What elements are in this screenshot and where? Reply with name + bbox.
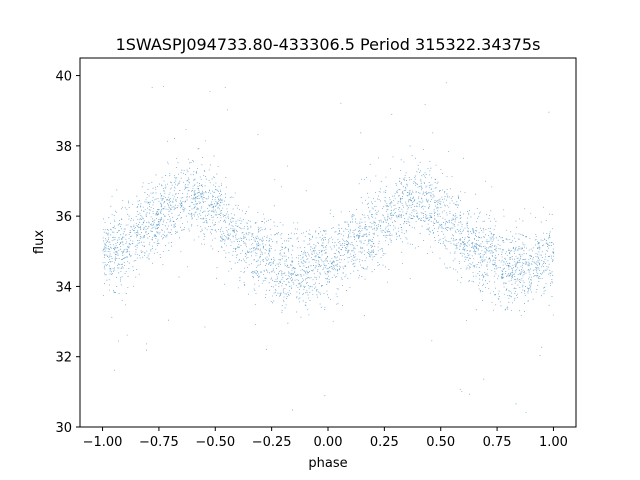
x-axis-label: phase — [308, 456, 347, 471]
x-tick-label: −0.75 — [139, 435, 179, 450]
y-tick-label: 40 — [55, 70, 72, 85]
y-axis-ticks: 30 32 34 36 38 40 — [55, 70, 80, 436]
y-tick-label: 38 — [55, 140, 72, 155]
y-axis-label: flux — [32, 230, 47, 254]
x-tick-label: −1.00 — [83, 435, 123, 450]
x-tick-label: −0.25 — [252, 435, 292, 450]
chart-title: 1SWASPJ094733.80-433306.5 Period 315322.… — [116, 35, 541, 54]
y-tick-label: 34 — [55, 280, 72, 295]
x-tick-label: 0.75 — [483, 435, 512, 450]
x-tick-label: 1.00 — [539, 435, 568, 450]
data-points — [102, 82, 555, 414]
x-tick-label: 0.25 — [370, 435, 399, 450]
x-tick-label: 0.00 — [314, 435, 343, 450]
x-tick-label: −0.50 — [195, 435, 235, 450]
y-tick-label: 30 — [55, 421, 72, 436]
x-axis-ticks: −1.00 −0.75 −0.50 −0.25 0.00 0.25 0.50 0.75 1.00 — [83, 427, 568, 450]
x-tick-label: 0.50 — [426, 435, 455, 450]
scatter-points — [102, 82, 555, 414]
y-tick-label: 32 — [55, 351, 72, 366]
y-tick-label: 36 — [55, 210, 72, 225]
